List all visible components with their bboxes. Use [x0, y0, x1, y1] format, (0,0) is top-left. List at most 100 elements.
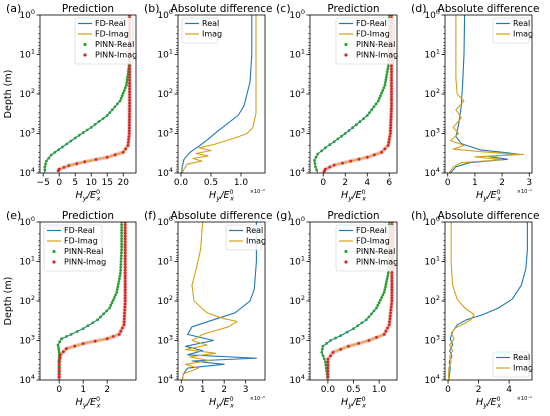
legend-label: Real [246, 226, 263, 235]
data-point [390, 90, 393, 94]
x-label-sub: y [347, 402, 353, 410]
x-tick-label: −5 [37, 178, 50, 188]
x-label-slash: /E [86, 190, 96, 201]
series-line-real [448, 222, 528, 380]
y-tick-exp: 0 [169, 8, 173, 16]
data-point [387, 138, 391, 141]
legend-label: PINN-Real [95, 40, 134, 49]
legend-frame [43, 224, 103, 272]
x-label-sub: y [215, 195, 221, 203]
data-point [322, 169, 326, 173]
data-point [385, 73, 389, 76]
data-point [85, 128, 89, 132]
x-tick-label: 0.5 [346, 385, 360, 395]
data-point [128, 93, 132, 96]
x-label-sub2: x [496, 195, 501, 203]
legend: Real Imag [225, 224, 266, 251]
panel-title: Absolute difference [171, 210, 273, 222]
data-point [384, 285, 387, 289]
legend-label: FD-Imag [95, 30, 129, 39]
data-point [123, 262, 127, 266]
y-tick-exp: 4 [31, 373, 35, 381]
x-label-sup: 0 [497, 188, 501, 196]
data-point [389, 110, 393, 113]
data-point [320, 351, 324, 354]
x-label-sup: 0 [96, 395, 100, 403]
x-tick-label: 20 [117, 178, 129, 188]
data-point [388, 317, 392, 321]
y-tick-exp: 3 [301, 127, 305, 135]
x-label-slash: /E [86, 397, 96, 408]
series-line-imag [181, 15, 257, 173]
data-point [339, 347, 343, 351]
data-point [123, 86, 127, 90]
y-tick-label: 102 [289, 87, 305, 100]
x-label-main: H [341, 190, 348, 201]
data-point [123, 282, 127, 286]
y-tick-label: 101 [289, 255, 305, 268]
data-point [93, 123, 97, 126]
y-tick-label: 104 [157, 166, 173, 179]
data-point [379, 298, 382, 302]
data-point [128, 101, 132, 105]
y-tick-label: 103 [424, 334, 440, 347]
data-point [127, 118, 131, 122]
x-tick-label: 2 [499, 178, 505, 188]
data-point [120, 251, 123, 255]
legend-frame [181, 17, 219, 44]
data-point [56, 343, 60, 347]
data-point [326, 363, 330, 367]
data-point [116, 102, 119, 106]
data-point [120, 245, 123, 249]
data-point [120, 234, 123, 238]
data-point [123, 234, 127, 238]
x-label-slash: /E [351, 190, 361, 201]
y-tick-exp: 2 [436, 87, 440, 95]
x-label-sub2: x [96, 195, 101, 203]
panel-label: (b) [144, 2, 160, 15]
data-point [383, 288, 387, 291]
y-tick-exp: 2 [169, 294, 173, 302]
y-tick-label: 102 [157, 294, 173, 307]
data-point [119, 96, 123, 100]
data-point [388, 314, 392, 318]
data-point [390, 101, 393, 105]
data-point [119, 263, 123, 266]
data-point [83, 160, 87, 164]
y-tick-label: 101 [289, 48, 305, 61]
y-tick-exp: 2 [436, 294, 440, 302]
data-point [81, 327, 85, 330]
data-point [128, 70, 132, 74]
y-tick-label: 100 [19, 8, 35, 21]
data-point [315, 168, 318, 172]
x-multiplier: ×10⁻² [250, 396, 265, 402]
data-point [380, 91, 383, 95]
x-label-sub: y [82, 195, 88, 203]
data-point [123, 248, 127, 252]
data-point [123, 285, 127, 289]
data-point [345, 330, 349, 334]
data-point [390, 277, 394, 280]
data-point [357, 157, 361, 161]
legend-marker [344, 42, 348, 47]
legend-marker [83, 53, 87, 57]
x-tick-label: 1.0 [372, 385, 387, 395]
y-axis-label: Depth (m) [3, 70, 14, 119]
legend-label: FD-Real [356, 19, 387, 28]
data-point [381, 293, 385, 297]
data-point [326, 360, 330, 364]
y-tick-exp: 2 [301, 294, 305, 302]
data-point [320, 347, 324, 351]
data-point [320, 149, 323, 153]
data-point [389, 129, 392, 133]
y-tick-exp: 1 [436, 255, 440, 263]
data-point [324, 360, 327, 364]
y-tick-label: 103 [289, 127, 305, 140]
data-point [314, 165, 317, 169]
data-point [119, 272, 122, 275]
legend-label: FD-Real [64, 226, 95, 235]
x-tick-label: 3 [243, 385, 249, 395]
